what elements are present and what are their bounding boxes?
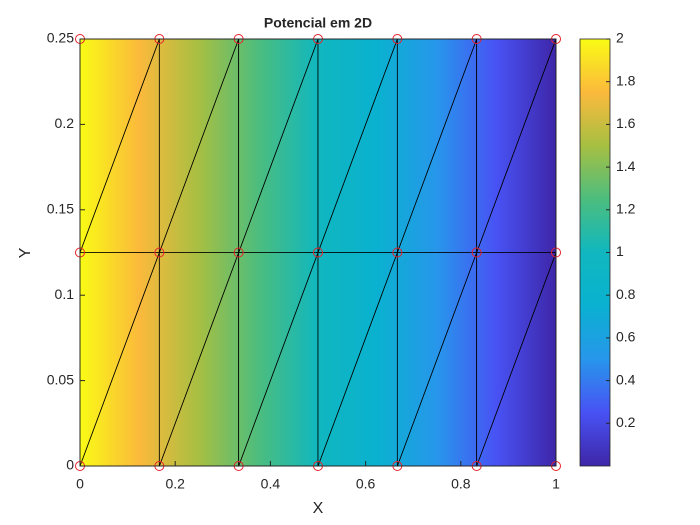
x-tick-label: 0.6 (356, 476, 376, 492)
x-tick-label: 0.4 (261, 476, 281, 492)
colorbar-tick-label: 1 (616, 243, 624, 259)
colorbar-tick-label: 0.2 (616, 414, 636, 430)
colorbar-tick-label: 0.6 (616, 329, 636, 345)
colorbar-tick-label: 0.8 (616, 286, 636, 302)
colorbar-tick-label: 1.8 (616, 72, 636, 88)
x-tick-label: 0.2 (165, 476, 185, 492)
chart-title: Potencial em 2D (264, 15, 372, 31)
colorbar (579, 38, 611, 467)
axes-box (79, 38, 557, 467)
mesh-node (313, 247, 323, 258)
x-tick-label: 0.8 (451, 476, 471, 492)
mesh-node (392, 247, 403, 258)
mesh-node (154, 247, 165, 258)
colorbar-tick-label: 1.2 (616, 201, 636, 217)
y-tick-label: 0.15 (47, 201, 74, 217)
y-axis-label: Y (17, 247, 34, 258)
x-tick-label: 1 (552, 476, 560, 492)
y-tick-label: 0.1 (55, 286, 75, 302)
mesh-node (233, 247, 244, 258)
colorbar-tick-label: 1.4 (616, 158, 636, 174)
y-tick-label: 0.05 (47, 371, 74, 387)
mesh-node (471, 247, 482, 258)
y-tick-label: 0 (66, 457, 74, 473)
x-tick-label: 0 (76, 476, 84, 492)
y-tick-label: 0.25 (47, 30, 74, 46)
colorbar-tick-label: 1.6 (616, 115, 636, 131)
y-tick-label: 0.2 (55, 115, 75, 131)
colorbar-tick-label: 0.4 (616, 371, 636, 387)
x-axis-label: X (313, 500, 324, 517)
colorbar-tick-label: 2 (616, 30, 624, 46)
